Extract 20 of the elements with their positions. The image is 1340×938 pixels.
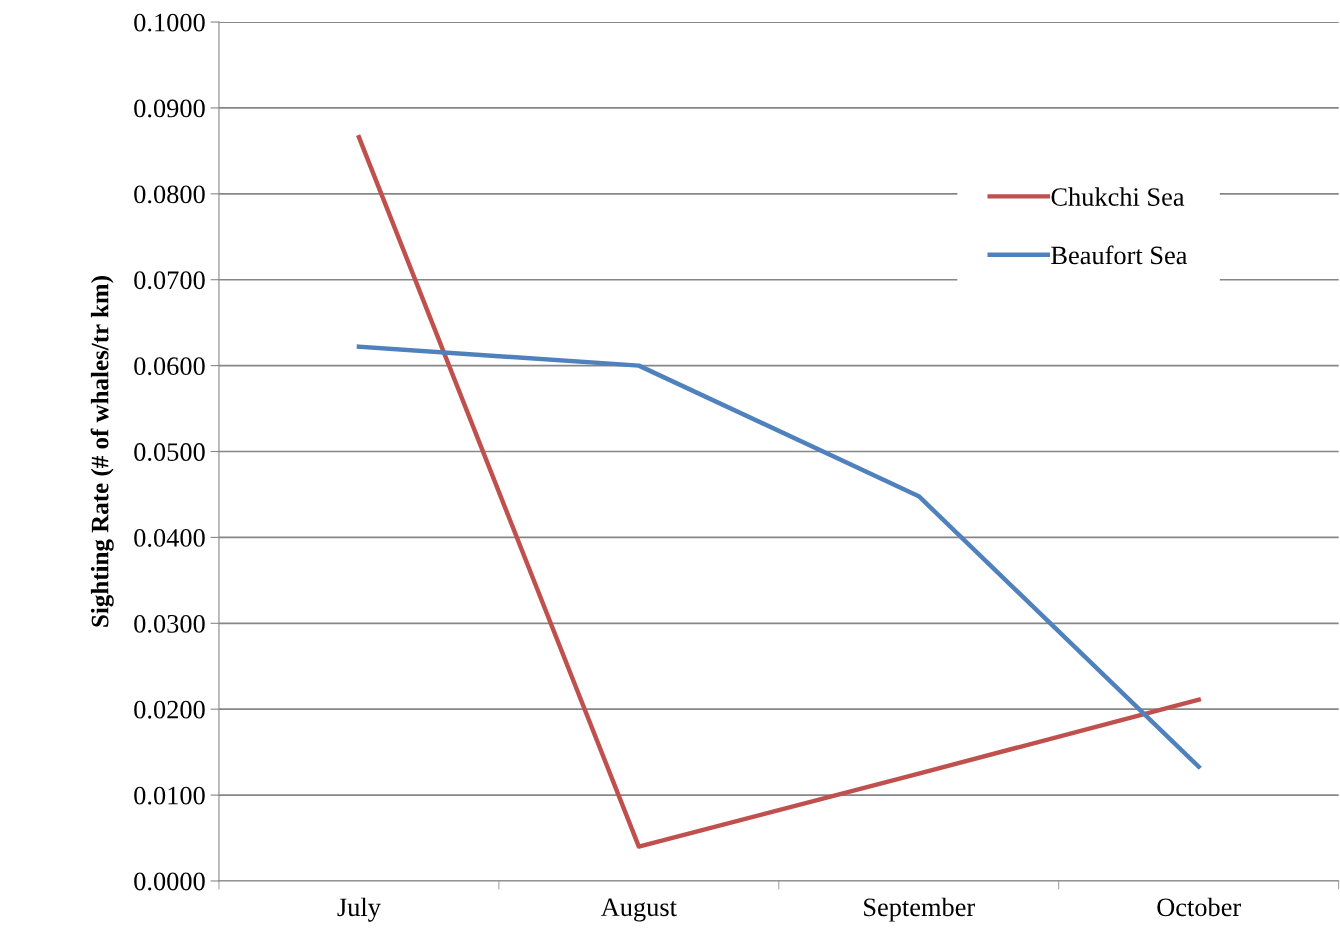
- y-tick-label: 0.0900: [134, 99, 205, 118]
- y-tick-label: 0.0600: [134, 357, 205, 376]
- y-tick-label: 0.0500: [134, 443, 205, 462]
- y-tick-label: 0.1000: [134, 13, 205, 32]
- y-tick-label: 0.0400: [134, 529, 205, 547]
- y-tick-label: 0.0300: [134, 614, 205, 633]
- y-tick-label: 0.0800: [134, 185, 205, 204]
- x-tick-label: October: [1157, 897, 1241, 917]
- y-tick-label: 0.0000: [134, 872, 205, 891]
- x-tick-label: August: [600, 898, 677, 922]
- y-tick-label: 0.0100: [134, 786, 205, 805]
- legend-label: Chukchi Sea: [1051, 187, 1185, 206]
- y-tick-label: 0.0200: [134, 700, 205, 719]
- x-tick-label: July: [337, 897, 381, 922]
- line-series: [356, 344, 1201, 769]
- line-series: [356, 134, 1201, 849]
- y-axis-title: Sighting Rate (# of whales/tr km): [90, 276, 114, 627]
- legend-label: Beaufort Sea: [1051, 245, 1188, 265]
- y-tick-label: 0.0700: [134, 271, 205, 290]
- x-tick-label: September: [864, 897, 975, 922]
